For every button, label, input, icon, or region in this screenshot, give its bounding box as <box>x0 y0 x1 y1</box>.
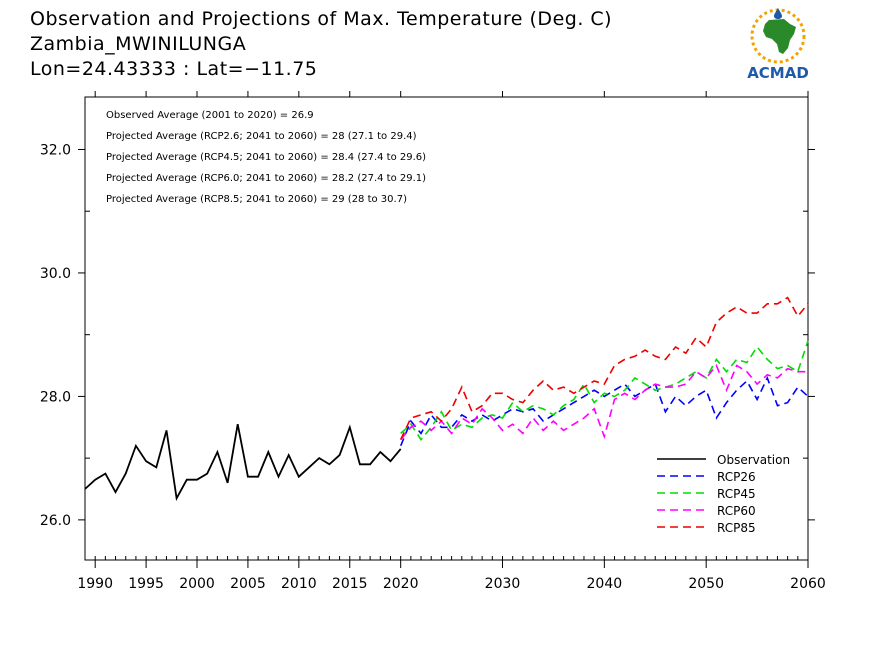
x-tick-label: 2000 <box>179 576 215 592</box>
annotation-text: Observed Average (2001 to 2020) = 26.9 <box>106 110 314 121</box>
series-line-observation <box>84 424 402 502</box>
chart-title: Observation and Projections of Max. Temp… <box>30 8 613 30</box>
africa-map-logo-icon <box>750 8 806 64</box>
series-line-rcp85 <box>399 296 809 440</box>
annotation-text: Projected Average (RCP6.0; 2041 to 2060)… <box>106 173 426 184</box>
annotation-text: Projected Average (RCP2.6; 2041 to 2060)… <box>106 131 417 142</box>
x-tick-label: 2015 <box>332 576 368 592</box>
legend-label: RCP45 <box>717 487 756 501</box>
y-tick-label: 30.0 <box>40 266 71 282</box>
series-line-rcp45 <box>400 340 809 441</box>
x-tick-label: 2010 <box>281 576 317 592</box>
x-tick-label: 2040 <box>587 576 623 592</box>
legend-label: RCP26 <box>717 470 756 484</box>
legend-label: RCP60 <box>717 504 756 518</box>
legend-label: Observation <box>717 453 790 467</box>
series-line-rcp26 <box>399 375 809 447</box>
logo-text: ACMAD <box>747 64 809 82</box>
station-name: Zambia_MWINILUNGA <box>30 33 247 55</box>
x-tick-label: 2005 <box>230 576 266 592</box>
annotation-text: Projected Average (RCP8.5; 2041 to 2060)… <box>106 194 407 205</box>
series-line-rcp60 <box>400 363 808 441</box>
legend-label: RCP85 <box>717 521 756 535</box>
x-tick-label: 2030 <box>485 576 521 592</box>
y-tick-label: 32.0 <box>40 142 71 158</box>
plot-frame <box>84 96 809 561</box>
x-tick-label: 1995 <box>128 576 164 592</box>
annotation-text: Projected Average (RCP4.5; 2041 to 2060)… <box>106 152 426 163</box>
y-tick-label: 28.0 <box>40 389 71 405</box>
acmad-logo: ACMAD <box>736 6 820 82</box>
y-tick-label: 26.0 <box>40 513 71 529</box>
x-tick-label: 2020 <box>383 576 419 592</box>
x-tick-label: 2050 <box>688 576 724 592</box>
station-coordinates: Lon=24.43333 : Lat=−11.75 <box>30 58 318 80</box>
x-tick-label: 1990 <box>77 576 113 592</box>
x-tick-label: 2060 <box>790 576 826 592</box>
